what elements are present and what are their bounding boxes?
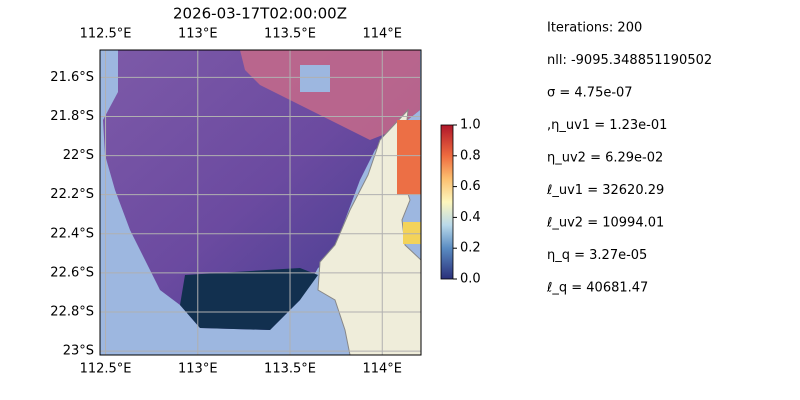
x-tick-label-bottom: 114°E xyxy=(362,362,402,377)
stat-line: nll: -9095.348851190502 xyxy=(547,53,712,68)
x-tick-label-top: 113.5°E xyxy=(264,27,316,42)
y-tick-label: 22.8°S xyxy=(50,304,94,319)
title: 2026-03-17T02:00:00Z xyxy=(173,5,347,23)
stat-line: ,η_uv1 = 1.23e-01 xyxy=(547,118,667,133)
map xyxy=(100,50,421,355)
nearshore-mid xyxy=(403,222,421,244)
stat-line: σ = 4.75e-07 xyxy=(547,86,633,101)
y-tick-label: 22.6°S xyxy=(50,265,94,280)
field-low xyxy=(180,268,318,330)
colorbar-tick-label: 0.4 xyxy=(460,210,481,225)
x-tick-label-top: 113°E xyxy=(178,27,218,42)
y-tick-label: 22.2°S xyxy=(50,187,94,202)
nearshore-high xyxy=(397,120,421,195)
colorbar-tick-label: 1.0 xyxy=(460,118,481,133)
x-tick-label-top: 114°E xyxy=(362,27,402,42)
colorbar-tick-label: 0.2 xyxy=(460,241,481,256)
stat-line: ℓ_uv2 = 10994.01 xyxy=(546,216,664,231)
colorbar-tick-label: 0.6 xyxy=(460,179,481,194)
gridlines xyxy=(100,50,421,355)
y-tick-label: 22.4°S xyxy=(50,226,94,241)
gap xyxy=(300,65,330,92)
colorbar-tick-label: 0.8 xyxy=(460,148,481,163)
plot-frame xyxy=(99,49,422,356)
y-tick-label: 22°S xyxy=(63,148,94,163)
stat-line: ℓ_q = 40681.47 xyxy=(546,281,648,296)
x-tick-label-bottom: 112.5°E xyxy=(80,362,132,377)
field-high xyxy=(240,50,420,140)
x-tick-label-bottom: 113.5°E xyxy=(264,362,316,377)
stat-line: η_q = 3.27e-05 xyxy=(547,248,647,263)
y-tick-label: 21.6°S xyxy=(50,70,94,85)
y-tick-label: 23°S xyxy=(63,344,94,359)
stat-line: Iterations: 200 xyxy=(547,21,642,36)
colorbar xyxy=(440,124,454,280)
x-tick-label-bottom: 113°E xyxy=(178,362,218,377)
colorbar-tick-label: 0.0 xyxy=(460,272,481,287)
stat-line: η_uv2 = 6.29e-02 xyxy=(547,151,663,166)
stat-line: ℓ_uv1 = 32620.29 xyxy=(546,183,664,198)
x-tick-label-top: 112.5°E xyxy=(80,27,132,42)
y-tick-label: 21.8°S xyxy=(50,109,94,124)
